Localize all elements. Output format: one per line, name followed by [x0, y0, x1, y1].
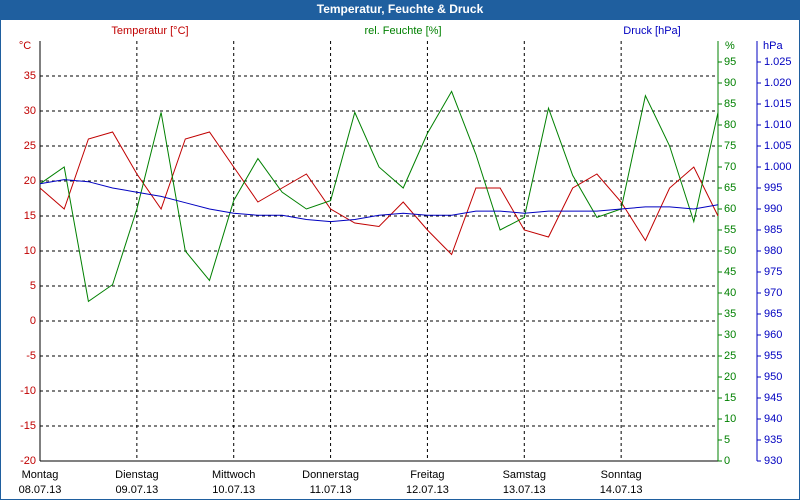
y3-tick-label: 965 — [764, 308, 782, 320]
series-line — [39, 179, 719, 223]
y3-tick-label: 1.010 — [764, 119, 792, 131]
y2-tick-label: 70 — [724, 161, 736, 173]
x-day-label: Samstag — [503, 469, 546, 481]
series-line — [39, 131, 719, 256]
legend-label: Druck [hPa] — [623, 25, 680, 37]
y3-tick-label: 1.000 — [764, 161, 792, 173]
x-day-label: Freitag — [410, 469, 444, 481]
y2-tick-label: 75 — [724, 140, 736, 152]
y2-tick-label: 85 — [724, 98, 736, 110]
x-date-label: 11.07.13 — [310, 484, 352, 496]
x-date-label: 10.07.13 — [212, 484, 255, 496]
series-line — [39, 90, 719, 303]
y2-tick-label: 90 — [724, 77, 736, 89]
y3-tick-label: 1.005 — [764, 140, 792, 152]
y3-tick-label: 940 — [764, 413, 782, 425]
y3-tick-label: 990 — [764, 203, 782, 215]
y3-tick-label: 1.015 — [764, 98, 792, 110]
y2-tick-label: 30 — [724, 329, 736, 341]
y3-tick-label: 975 — [764, 266, 782, 278]
x-day-label: Mittwoch — [212, 469, 255, 481]
y3-tick-label: 985 — [764, 224, 782, 236]
y-tick-label: -20 — [20, 455, 36, 467]
y-tick-label: 15 — [24, 210, 36, 222]
y2-tick-label: 50 — [724, 245, 736, 257]
y2-unit: % — [725, 40, 735, 52]
title-bar — [0, 0, 800, 20]
x-date-label: 08.07.13 — [19, 484, 62, 496]
y3-tick-label: 960 — [764, 329, 782, 341]
y-tick-label: -15 — [20, 420, 36, 432]
y-tick-label: -5 — [26, 350, 36, 362]
y-tick-label: 10 — [24, 245, 36, 257]
y3-tick-label: 945 — [764, 392, 782, 404]
y2-tick-label: 40 — [724, 287, 736, 299]
y2-tick-label: 0 — [724, 455, 730, 467]
y2-tick-label: 35 — [724, 308, 736, 320]
y2-tick-label: 5 — [724, 434, 730, 446]
y-tick-label: -10 — [20, 385, 36, 397]
y2-tick-label: 10 — [724, 413, 736, 425]
y2-tick-label: 20 — [724, 371, 736, 383]
y-tick-label: 35 — [24, 70, 36, 82]
y3-tick-label: 935 — [764, 434, 782, 446]
y3-tick-label: 930 — [764, 455, 782, 467]
y-tick-label: 5 — [30, 280, 36, 292]
legend-label: Temperatur [°C] — [111, 25, 188, 37]
y2-tick-label: 60 — [724, 203, 736, 215]
y2-tick-label: 45 — [724, 266, 736, 278]
x-day-label: Donnerstag — [302, 469, 359, 481]
x-day-label: Sonntag — [601, 469, 642, 481]
x-day-label: Dienstag — [115, 469, 158, 481]
y2-tick-label: 55 — [724, 224, 736, 236]
y-unit: °C — [19, 40, 31, 52]
y3-tick-label: 955 — [764, 350, 782, 362]
chart-title: Temperatur, Feuchte & Druck — [317, 2, 484, 16]
y-tick-label: 20 — [24, 175, 36, 187]
y-tick-label: 25 — [24, 140, 36, 152]
x-date-label: 14.07.13 — [600, 484, 643, 496]
x-date-label: 13.07.13 — [503, 484, 546, 496]
y2-tick-label: 95 — [724, 56, 736, 68]
y2-tick-label: 65 — [724, 182, 736, 194]
y3-tick-label: 995 — [764, 182, 782, 194]
y-tick-label: 30 — [24, 105, 36, 117]
x-day-label: Montag — [22, 469, 59, 481]
y3-tick-label: 950 — [764, 371, 782, 383]
y3-tick-label: 1.025 — [764, 56, 792, 68]
x-date-label: 09.07.13 — [115, 484, 158, 496]
y3-tick-label: 1.020 — [764, 77, 792, 89]
y3-tick-label: 970 — [764, 287, 782, 299]
y3-unit: hPa — [763, 40, 783, 52]
y2-tick-label: 25 — [724, 350, 736, 362]
x-date-label: 12.07.13 — [406, 484, 449, 496]
y2-tick-label: 80 — [724, 119, 736, 131]
y2-tick-label: 15 — [724, 392, 736, 404]
y3-tick-label: 980 — [764, 245, 782, 257]
legend-label: rel. Feuchte [%] — [364, 25, 441, 37]
y-tick-label: 0 — [30, 315, 36, 327]
